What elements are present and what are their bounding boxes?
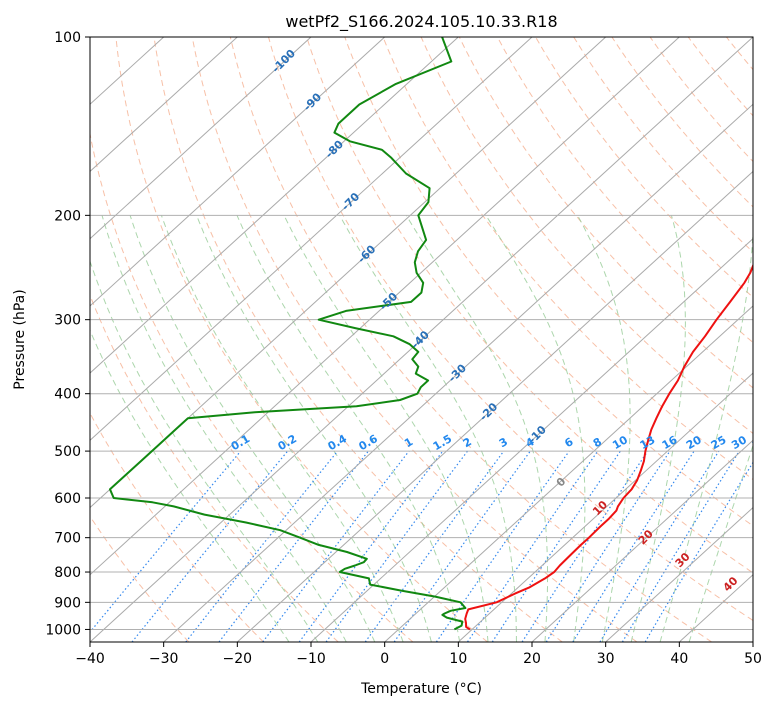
x-tick-label: 30: [597, 651, 615, 667]
y-tick-label: 600: [54, 491, 81, 507]
chart-title: wetPf2_S166.2024.105.10.33.R18: [285, 12, 557, 32]
x-tick-label: 50: [744, 651, 762, 667]
x-tick-label: 40: [670, 651, 688, 667]
x-axis: −40 −30 −20 −10 0 10 20 30 40 50: [75, 642, 762, 667]
y-axis: 100 200 300 400 500 600 700 800 900 1000: [45, 30, 90, 638]
y-tick-label: 700: [54, 531, 81, 547]
y-tick-label: 200: [54, 208, 81, 224]
x-tick-label: 10: [449, 651, 467, 667]
y-tick-label: 800: [54, 565, 81, 581]
y-tick-label: 100: [54, 30, 81, 46]
y-tick-label: 1000: [45, 622, 81, 638]
dry-adiabat-line: [765, 37, 775, 642]
isotherm-line: [753, 37, 775, 642]
x-tick-label: −30: [149, 651, 179, 667]
x-tick-label: 20: [523, 651, 541, 667]
y-axis-title: Pressure (hPa): [12, 289, 28, 389]
x-tick-label: −10: [296, 651, 326, 667]
x-axis-title: Temperature (°C): [360, 681, 482, 697]
y-tick-label: 500: [54, 444, 81, 460]
y-tick-label: 900: [54, 595, 81, 611]
x-tick-label: −40: [75, 651, 105, 667]
y-tick-label: 300: [54, 313, 81, 329]
y-tick-label: 400: [54, 387, 81, 403]
x-tick-label: 0: [380, 651, 389, 667]
x-tick-label: −20: [223, 651, 253, 667]
